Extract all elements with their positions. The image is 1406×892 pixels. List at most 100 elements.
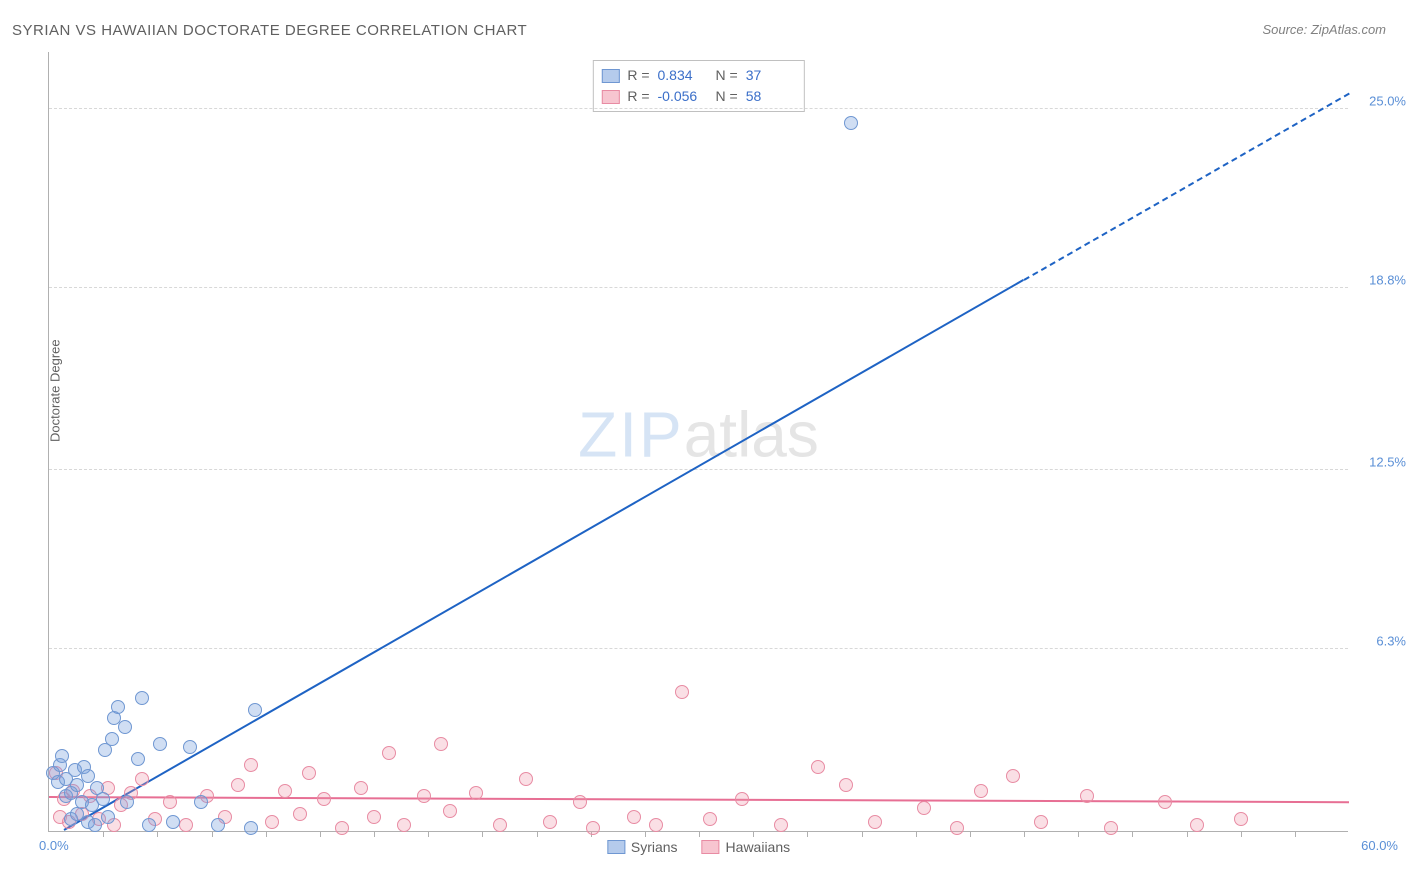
y-tick-label: 18.8% [1356, 272, 1406, 287]
data-point [519, 772, 533, 786]
data-point [493, 818, 507, 832]
y-tick-label: 6.3% [1356, 634, 1406, 649]
x-tick [428, 831, 429, 837]
data-point [111, 700, 125, 714]
plot-area: ZIPatlas Doctorate Degree 0.0% 60.0% R =… [48, 52, 1348, 832]
data-point [627, 810, 641, 824]
data-point [96, 792, 110, 806]
data-point [586, 821, 600, 835]
data-point [917, 801, 931, 815]
data-point [1190, 818, 1204, 832]
x-tick [1187, 831, 1188, 837]
data-point [278, 784, 292, 798]
data-point [105, 732, 119, 746]
r-value-hawaiians: -0.056 [658, 86, 708, 107]
data-point [244, 758, 258, 772]
gridline [49, 648, 1348, 649]
source-label: Source: ZipAtlas.com [1262, 22, 1386, 37]
data-point [194, 795, 208, 809]
r-label: R = [627, 86, 649, 107]
data-point [382, 746, 396, 760]
x-tick [807, 831, 808, 837]
data-point [417, 789, 431, 803]
x-tick [157, 831, 158, 837]
x-min-label: 0.0% [39, 838, 69, 853]
stats-row-hawaiians: R = -0.056 N = 58 [601, 86, 795, 107]
data-point [335, 821, 349, 835]
data-point [397, 818, 411, 832]
n-label: N = [716, 65, 738, 86]
y-tick-label: 25.0% [1356, 93, 1406, 108]
x-tick [753, 831, 754, 837]
trend-line [1024, 92, 1350, 280]
n-value-syrians: 37 [746, 65, 796, 86]
x-tick [699, 831, 700, 837]
data-point [179, 818, 193, 832]
data-point [302, 766, 316, 780]
data-point [135, 772, 149, 786]
data-point [649, 818, 663, 832]
legend-swatch [607, 840, 625, 854]
data-point [1080, 789, 1094, 803]
x-tick [1241, 831, 1242, 837]
chart-title: SYRIAN VS HAWAIIAN DOCTORATE DEGREE CORR… [12, 22, 527, 39]
legend-item: Syrians [607, 839, 678, 855]
x-tick [1132, 831, 1133, 837]
gridline [49, 469, 1348, 470]
x-tick [482, 831, 483, 837]
data-point [101, 810, 115, 824]
x-tick [970, 831, 971, 837]
data-point [244, 821, 258, 835]
legend-label: Hawaiians [726, 839, 791, 855]
data-point [573, 795, 587, 809]
y-tick-label: 12.5% [1356, 454, 1406, 469]
data-point [974, 784, 988, 798]
data-point [248, 703, 262, 717]
stats-legend: R = 0.834 N = 37 R = -0.056 N = 58 [592, 60, 804, 112]
data-point [317, 792, 331, 806]
data-point [443, 804, 457, 818]
data-point [163, 795, 177, 809]
data-point [1158, 795, 1172, 809]
swatch-hawaiians [601, 90, 619, 104]
data-point [153, 737, 167, 751]
y-axis-label: Doctorate Degree [48, 339, 63, 442]
x-tick [374, 831, 375, 837]
x-tick [320, 831, 321, 837]
x-tick [266, 831, 267, 837]
data-point [354, 781, 368, 795]
data-point [166, 815, 180, 829]
data-point [293, 807, 307, 821]
legend-label: Syrians [631, 839, 678, 855]
x-tick [1024, 831, 1025, 837]
data-point [231, 778, 245, 792]
data-point [950, 821, 964, 835]
data-point [55, 749, 69, 763]
stats-row-syrians: R = 0.834 N = 37 [601, 65, 795, 86]
data-point [120, 795, 134, 809]
r-label: R = [627, 65, 649, 86]
data-point [735, 792, 749, 806]
x-tick [916, 831, 917, 837]
data-point [88, 818, 102, 832]
data-point [839, 778, 853, 792]
x-tick [537, 831, 538, 837]
data-point [265, 815, 279, 829]
data-point [469, 786, 483, 800]
trend-line [64, 279, 1025, 831]
gridline [49, 287, 1348, 288]
data-point [811, 760, 825, 774]
data-point [135, 691, 149, 705]
data-point [703, 812, 717, 826]
data-point [1034, 815, 1048, 829]
x-tick [212, 831, 213, 837]
n-label: N = [716, 86, 738, 107]
data-point [774, 818, 788, 832]
data-point [118, 720, 132, 734]
r-value-syrians: 0.834 [658, 65, 708, 86]
watermark: ZIPatlas [578, 397, 819, 471]
x-tick [862, 831, 863, 837]
swatch-syrians [601, 69, 619, 83]
data-point [1104, 821, 1118, 835]
legend-swatch [702, 840, 720, 854]
